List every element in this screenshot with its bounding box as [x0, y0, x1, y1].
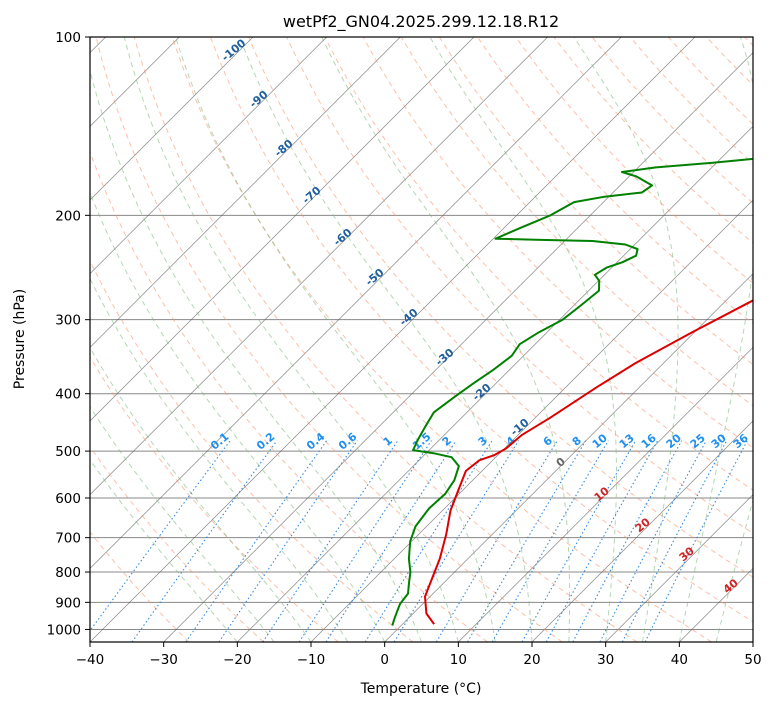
- mixing-ratio-line: [491, 440, 609, 642]
- mixing-ratio-line: [572, 440, 683, 642]
- isotherm: [237, 125, 753, 642]
- moist-adiabat: [90, 191, 386, 642]
- isotherm: [384, 273, 753, 642]
- isotherm: [90, 37, 254, 201]
- sounding-profiles: [391, 157, 753, 626]
- mixing-ratio-line: [325, 440, 457, 642]
- x-tick-label: 10: [450, 652, 467, 668]
- y-tick-label: 900: [55, 595, 81, 611]
- x-tick-label: −10: [297, 652, 326, 668]
- dry-adiabat: [90, 259, 414, 642]
- isotherm: [90, 37, 622, 569]
- dry-adiabat: [95, 37, 563, 642]
- dry-adiabat: [362, 37, 753, 449]
- moist-adiabat: [90, 405, 275, 642]
- mixing-ratio-line: [90, 440, 231, 632]
- x-tick-label: −40: [76, 652, 105, 668]
- mixing-ratio-line: [467, 440, 587, 642]
- mixing-ratio-lines: [90, 440, 748, 642]
- plot-area: -100-90-80-70-60-50-40-30-20-100.1 0.2 0.4…: [90, 37, 753, 642]
- x-tick-label: −30: [149, 652, 178, 668]
- y-tick-label: 400: [55, 387, 81, 403]
- mixing-ratio-line: [185, 440, 328, 642]
- dry-adiabats: [90, 37, 753, 642]
- y-tick-label: 800: [55, 565, 81, 581]
- x-axis-title: Temperature (°C): [360, 681, 482, 697]
- moist-adiabat: [573, 37, 679, 642]
- y-tick-label: 100: [55, 30, 81, 46]
- x-tick-label: 50: [744, 652, 761, 668]
- mixing-ratio-line: [545, 440, 659, 642]
- dry-adiabat: [324, 37, 753, 491]
- isotherm: [90, 37, 548, 496]
- isotherm: [458, 346, 753, 642]
- axes-frame: [89, 36, 754, 643]
- y-tick-label: 300: [55, 313, 81, 329]
- mixing-ratio-line: [131, 440, 278, 642]
- y-tick-label: 700: [55, 531, 81, 547]
- x-tick-label: 30: [597, 652, 614, 668]
- dry-adiabat: [400, 37, 753, 407]
- x-tick-label: 20: [523, 652, 540, 668]
- dry-adiabat: [210, 37, 753, 623]
- dry-adiabat: [90, 531, 190, 642]
- isotherm: [163, 52, 753, 642]
- dewpoint-profile: [391, 157, 753, 626]
- moist-adiabat: [90, 277, 349, 642]
- mixing-ratio-line: [521, 440, 637, 642]
- isotherm: [531, 420, 753, 642]
- mixing-ratio-line: [644, 440, 748, 642]
- x-axis-ticks: −40 −30 −20 −10 0 10 20 30 40 50: [76, 642, 762, 668]
- moist-adiabat: [239, 37, 533, 642]
- moist-adiabat: [429, 37, 617, 642]
- y-axis-title: Pressure (hPa): [12, 289, 28, 389]
- isotherm: [90, 37, 327, 275]
- mixing-ratio-line: [364, 440, 493, 642]
- x-tick-label: 40: [671, 652, 688, 668]
- chart-title: wetPf2_GN04.2025.299.12.18.R12: [283, 12, 559, 32]
- x-tick-label: −20: [223, 652, 252, 668]
- isotherm: [605, 494, 753, 642]
- moist-adiabat: [321, 37, 571, 642]
- moist-adiabat: [123, 37, 459, 642]
- isotherm: [90, 37, 475, 422]
- mixing-ratio-line: [435, 440, 558, 642]
- mixing-ratio-line: [393, 440, 520, 642]
- y-tick-label: 1000: [47, 622, 81, 638]
- y-tick-label: 200: [55, 208, 81, 224]
- moist-adiabat: [175, 37, 496, 642]
- moist-adiabat: [90, 346, 312, 642]
- y-tick-label: 600: [55, 491, 81, 507]
- y-axis-ticks: 1000 900 800 700 600 500 400 300 200 100: [47, 30, 90, 638]
- mixing-ratio-line: [298, 440, 432, 642]
- x-tick-label: 0: [380, 652, 389, 668]
- isotherm: [90, 37, 401, 348]
- dry-adiabat: [248, 37, 753, 578]
- temperature-profile: [424, 299, 753, 625]
- dry-adiabat: [133, 37, 638, 642]
- y-tick-label: 500: [55, 444, 81, 460]
- moist-adiabat: [90, 458, 238, 642]
- mixing-ratio-line: [262, 440, 399, 642]
